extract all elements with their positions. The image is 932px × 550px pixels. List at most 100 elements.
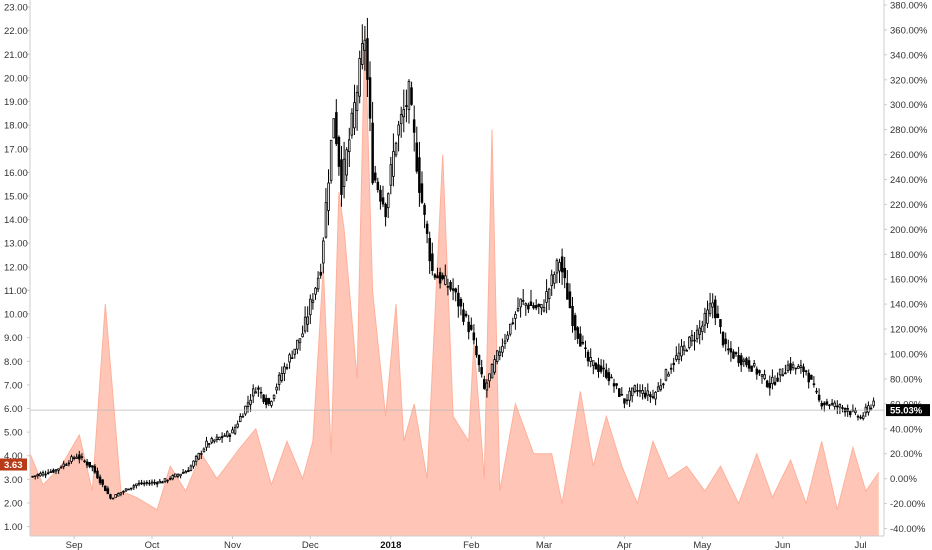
candle-body xyxy=(688,336,691,348)
candle-body xyxy=(586,351,590,362)
right-tick-label: -40.00% xyxy=(890,524,926,535)
percent-area-series xyxy=(29,29,880,537)
candle-body xyxy=(438,272,442,284)
candle-body xyxy=(327,182,330,211)
candle-body xyxy=(734,352,738,355)
x-tick-label: Jul xyxy=(855,540,867,550)
candle-body xyxy=(148,482,151,485)
candle-body xyxy=(111,497,115,500)
candle-body xyxy=(386,193,390,209)
x-tick-label: Dec xyxy=(302,540,319,550)
left-tick-label: 1.00 xyxy=(4,522,23,533)
candle-body xyxy=(59,466,63,469)
percent-area-fill xyxy=(30,29,879,537)
candle-body xyxy=(633,385,637,392)
candle-body xyxy=(675,355,678,360)
candle-body xyxy=(457,292,460,307)
candle-body xyxy=(371,122,374,184)
candle-body xyxy=(373,172,377,181)
candle-body xyxy=(218,436,221,440)
candle-body xyxy=(680,345,683,357)
candle-body xyxy=(33,475,37,477)
candle-body xyxy=(495,350,499,362)
candle-body xyxy=(288,354,291,363)
candle-body xyxy=(262,394,265,402)
candle-body xyxy=(849,411,852,416)
candle-body xyxy=(322,240,325,264)
candle-body xyxy=(238,416,242,422)
candle-body xyxy=(532,305,535,309)
right-tick-label: 340.00% xyxy=(890,50,928,61)
candle-body xyxy=(309,298,312,316)
candle-body xyxy=(257,387,260,390)
candle-body xyxy=(96,470,99,479)
right-tick-label: 80.00% xyxy=(890,374,923,385)
candle-body xyxy=(579,333,582,347)
candle-body xyxy=(838,404,842,408)
candle-body xyxy=(194,456,198,462)
candle-body xyxy=(67,462,71,465)
candle-body xyxy=(394,142,398,156)
candle-body xyxy=(625,399,629,402)
left-tick-label: 5.00 xyxy=(4,428,23,439)
price-candlestick-series xyxy=(31,17,875,500)
candle-body xyxy=(560,256,564,273)
candle-body xyxy=(631,387,634,397)
candle-body xyxy=(768,382,772,389)
candle-body xyxy=(368,77,372,119)
candle-body xyxy=(215,436,219,440)
candle-body xyxy=(78,454,81,460)
candle-body xyxy=(415,142,418,172)
candle-body xyxy=(290,357,294,359)
candle-body xyxy=(737,354,740,364)
candle-body xyxy=(376,181,380,190)
candle-body xyxy=(379,189,382,202)
right-tick-label: 160.00% xyxy=(890,275,928,286)
candle-body xyxy=(716,313,720,319)
candle-body xyxy=(506,334,509,340)
candle-body xyxy=(264,397,268,405)
candle-body xyxy=(545,291,548,303)
candle-body xyxy=(459,298,463,307)
candle-body xyxy=(524,303,528,306)
candle-body xyxy=(106,488,110,495)
candle-body xyxy=(171,475,174,480)
candle-body xyxy=(820,402,824,407)
candle-body xyxy=(755,368,759,375)
candle-body xyxy=(44,473,47,476)
right-current-value: 55.03% xyxy=(890,406,923,417)
x-tick-label: Feb xyxy=(463,540,479,550)
right-tick-label: 40.00% xyxy=(890,424,923,435)
candle-body xyxy=(197,452,200,460)
candle-body xyxy=(109,494,112,499)
candle-body xyxy=(31,475,34,478)
candle-body xyxy=(150,481,154,484)
candle-body xyxy=(277,374,281,385)
candle-body xyxy=(75,456,79,459)
candle-body xyxy=(721,331,725,346)
candle-body xyxy=(184,471,187,474)
candle-body xyxy=(706,309,709,324)
left-tick-label: 21.00 xyxy=(4,50,28,61)
candle-body xyxy=(114,493,117,498)
left-tick-label: 19.00 xyxy=(4,97,28,108)
left-tick-label: 17.00 xyxy=(4,144,28,155)
candle-body xyxy=(259,391,263,394)
candle-body xyxy=(511,322,515,324)
candle-body xyxy=(70,456,73,462)
candle-body xyxy=(862,415,865,419)
candle-body xyxy=(698,327,702,335)
candle-body xyxy=(594,362,598,370)
x-tick-label: 2018 xyxy=(380,540,401,550)
candle-body xyxy=(555,259,559,274)
candle-body xyxy=(833,402,836,407)
candle-body xyxy=(117,493,120,497)
candle-body xyxy=(576,327,580,339)
candle-body xyxy=(521,300,525,302)
candle-body xyxy=(441,275,444,279)
candle-body xyxy=(794,367,798,370)
candle-body xyxy=(142,482,146,485)
candle-body xyxy=(823,402,826,406)
candle-body xyxy=(155,482,159,485)
